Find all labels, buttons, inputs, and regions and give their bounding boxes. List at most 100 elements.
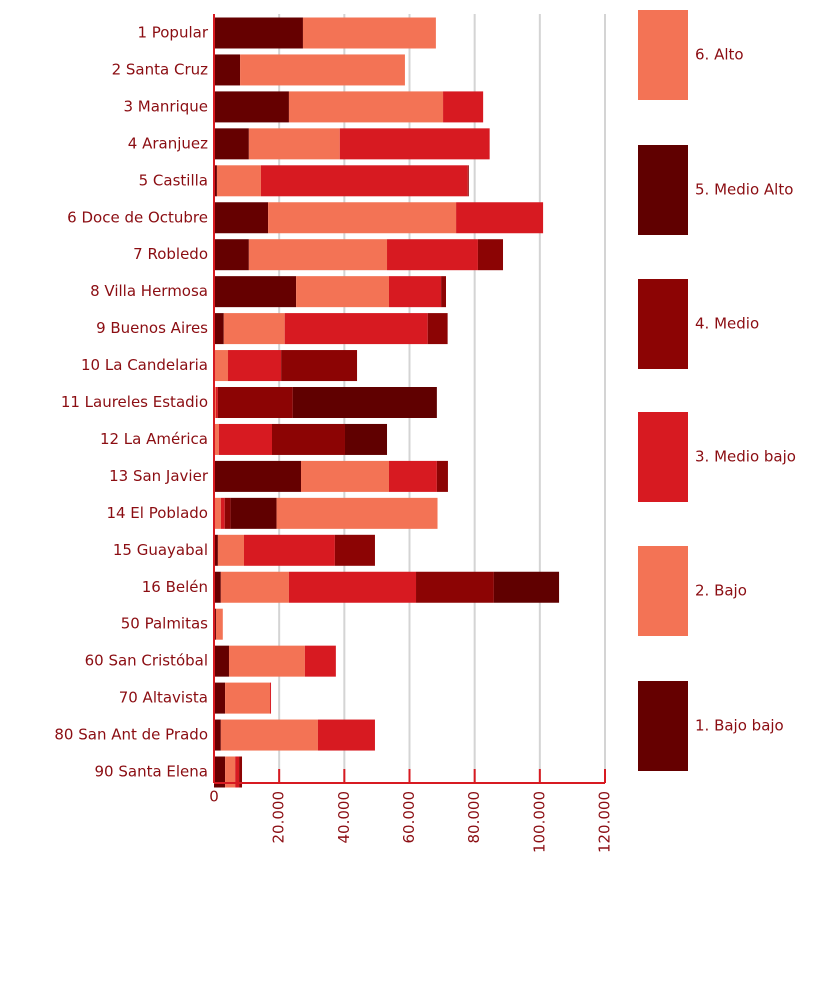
bar-segment	[416, 571, 494, 603]
bar-segment	[271, 423, 345, 455]
bar-segment	[467, 165, 469, 197]
y-tick-label: 8 Villa Hermosa	[90, 282, 208, 300]
bar-segment	[218, 423, 272, 455]
bar-segment	[214, 91, 289, 123]
bar-segment	[240, 54, 405, 86]
bar-segment	[334, 534, 375, 566]
legend-swatch	[638, 279, 688, 369]
bar-segment	[217, 387, 293, 418]
bar-segment	[215, 608, 223, 640]
bar-segment	[214, 423, 219, 455]
legend-label: 5. Medio Alto	[695, 181, 793, 199]
bar-segment	[436, 460, 448, 492]
legend-swatch	[638, 681, 688, 771]
bar-segment	[228, 350, 282, 382]
y-tick-label: 5 Castilla	[139, 171, 208, 189]
bar-segment	[243, 534, 335, 566]
bar-segment	[214, 313, 224, 345]
bar-segment	[248, 239, 388, 271]
y-tick-label: 4 Aranjuez	[128, 134, 208, 152]
bar-segment	[302, 17, 436, 49]
y-tick-label: 10 La Candelaria	[81, 356, 208, 374]
x-tick-label: 40.000	[335, 791, 353, 844]
bar-segment	[214, 682, 226, 714]
bar-segment	[214, 719, 221, 751]
bar-segment	[228, 645, 305, 677]
legend-swatch	[638, 10, 688, 100]
x-tick-label: 80.000	[465, 791, 483, 844]
bar-segment	[443, 91, 484, 123]
y-tick-label: 60 San Cristóbal	[85, 652, 208, 670]
legend-label: 4. Medio	[695, 315, 759, 333]
bar-segment	[260, 165, 468, 197]
bar-segment	[288, 91, 444, 123]
legend-label: 3. Medio bajo	[695, 448, 796, 466]
x-tick-label: 100.000	[530, 791, 548, 853]
bar-segment	[220, 571, 289, 603]
legend-swatch	[638, 546, 688, 636]
bar-segment	[216, 165, 261, 197]
y-tick-label: 70 Altavista	[119, 689, 208, 707]
bar-segment	[292, 387, 437, 418]
bar-segment	[214, 17, 303, 49]
bar-segment	[214, 645, 229, 677]
bar-segment	[225, 682, 271, 714]
bar-segment	[214, 54, 241, 86]
bar-segment	[214, 239, 249, 271]
bar-segment	[214, 202, 269, 234]
x-tick-label: 20.000	[270, 791, 288, 844]
y-tick-label: 9 Buenos Aires	[96, 319, 208, 337]
bar-segment	[281, 350, 358, 382]
y-tick-label: 3 Manrique	[123, 97, 208, 115]
y-tick-label: 7 Robledo	[133, 245, 208, 263]
bar-segment	[214, 128, 249, 160]
bar-segment	[427, 313, 448, 345]
bar-segment	[268, 202, 457, 234]
x-tick-label: 60.000	[400, 791, 418, 844]
y-tick-label: 6 Doce de Octubre	[67, 208, 208, 226]
y-tick-label: 16 Belén	[142, 578, 208, 596]
bar-segment	[339, 128, 490, 160]
bar-segment	[214, 756, 226, 788]
bar-segment	[214, 460, 301, 492]
y-tick-label: 50 Palmitas	[121, 615, 208, 633]
y-tick-label: 15 Guayabal	[113, 541, 208, 559]
bar-segment	[214, 165, 217, 197]
bar-segment	[296, 276, 389, 308]
bar-segment	[276, 497, 438, 529]
bar-segment	[239, 756, 243, 788]
bar-segment	[387, 239, 478, 271]
y-tick-label: 2 Santa Cruz	[112, 60, 209, 78]
bar-segment	[388, 276, 442, 308]
bar-segment	[317, 719, 375, 751]
legend-label: 1. Bajo bajo	[695, 717, 784, 735]
bar-segment	[248, 128, 340, 160]
bar-segment	[456, 202, 544, 234]
bar-segment	[214, 571, 221, 603]
y-tick-label: 1 Popular	[137, 24, 208, 42]
bar-segment	[224, 497, 231, 529]
legend-label: 2. Bajo	[695, 582, 747, 600]
bar-segment	[230, 497, 277, 529]
legend-label: 6. Alto	[695, 46, 744, 64]
bar-segment	[220, 719, 318, 751]
y-tick-label: 90 Santa Elena	[95, 763, 209, 781]
bar-segment	[388, 460, 437, 492]
bar-segment	[300, 460, 389, 492]
y-tick-label: 14 El Poblado	[106, 504, 208, 522]
bar-segment	[270, 682, 272, 714]
bar-segment	[441, 276, 446, 308]
bar-segment	[235, 756, 240, 788]
bar-segment	[214, 276, 297, 308]
y-tick-label: 80 San Ant de Prado	[54, 726, 208, 744]
bar-segment	[215, 387, 218, 418]
bar-segment	[214, 534, 218, 566]
legend-swatch	[638, 412, 688, 502]
bar-segment	[344, 423, 388, 455]
bar-segment	[220, 497, 225, 529]
bar-segment	[217, 534, 244, 566]
bar-segment	[284, 313, 428, 345]
y-tick-label: 11 Laureles Estadio	[61, 393, 208, 411]
bar-segment	[214, 350, 229, 382]
bar-segment	[493, 571, 560, 603]
